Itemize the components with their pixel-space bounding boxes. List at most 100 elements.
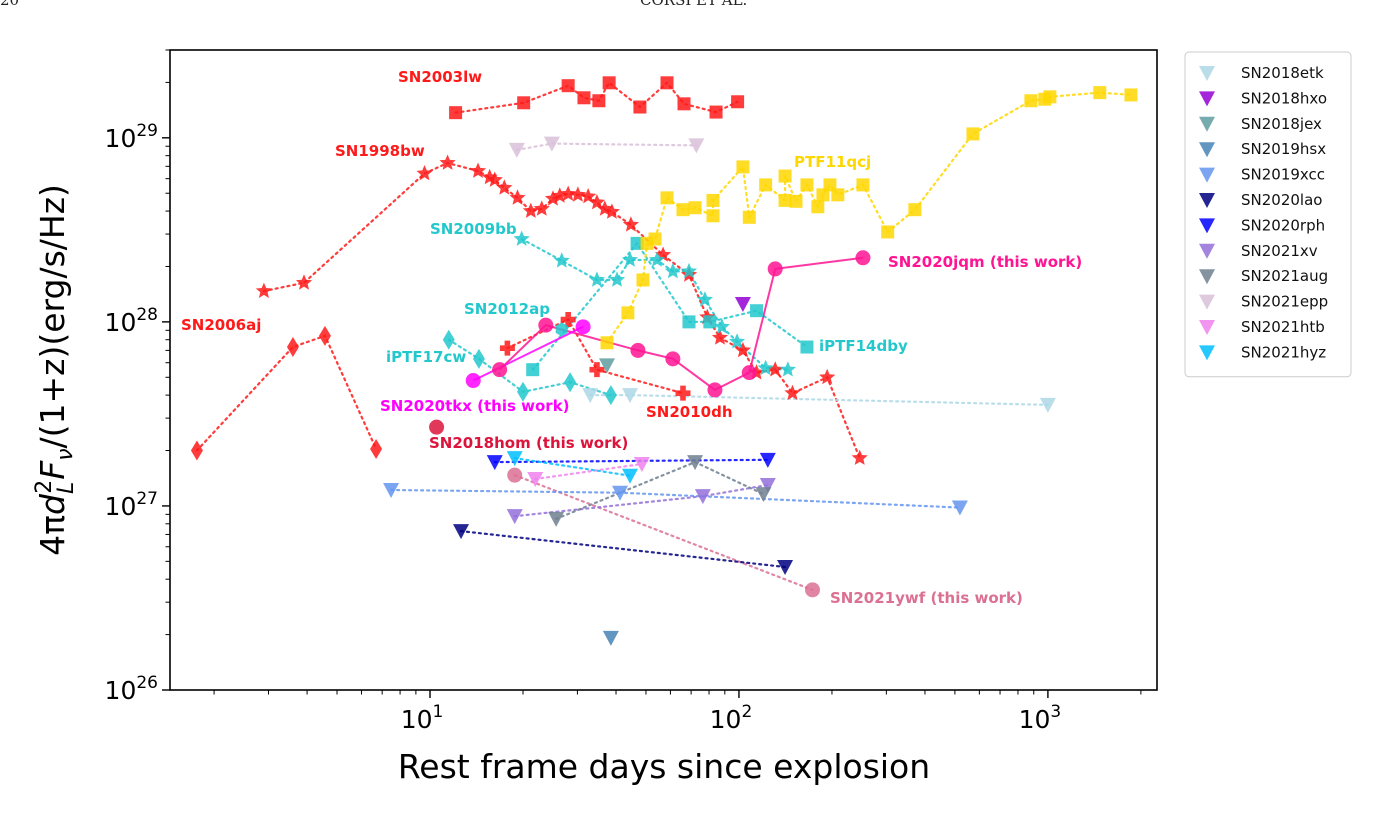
data-point-sn2020jqm	[855, 250, 871, 266]
legend-label: SN2019xcc	[1241, 166, 1325, 184]
data-point-sn2009bb	[757, 359, 774, 376]
x-axis-label: Rest frame days since explosion	[398, 747, 930, 786]
legend-entry-sn2021epp: SN2021epp	[1199, 293, 1328, 311]
data-point-iptf14dby	[750, 304, 764, 318]
y-label-part: 2	[32, 480, 57, 494]
annotation-sn2018hom: SN2018hom (this work)	[429, 434, 628, 452]
annotation-sn1998bw: SN1998bw	[335, 142, 425, 160]
legend-marker-triangle-down-icon	[1199, 218, 1215, 234]
legend-marker-triangle-down-icon	[1199, 116, 1215, 132]
data-point-sn1998bw	[509, 189, 526, 205]
data-point-sn1998bw	[533, 200, 550, 216]
data-point-sn2006aj	[370, 438, 383, 459]
legend-entry-sn2021hyz: SN2021hyz	[1199, 343, 1326, 361]
x-tick-label: 102	[710, 702, 753, 734]
data-point-sn2018etk	[1039, 397, 1056, 413]
data-point-sn2009bb	[680, 262, 698, 279]
data-point-sn2021xv	[759, 477, 776, 493]
data-point-sn2020rph	[759, 452, 776, 468]
series-line-sn2020jqm	[498, 256, 864, 392]
x-tick-exp: 1	[433, 702, 444, 722]
data-point-ptf11qcj	[742, 210, 756, 224]
annotation-sn2021ywf: SN2021ywf (this work)	[830, 589, 1023, 607]
data-point-ptf11qcj	[778, 193, 792, 207]
data-point-sn2018etk	[622, 388, 639, 404]
data-point-sn2019xcc	[951, 500, 968, 516]
y-tick-label: 1027	[105, 489, 158, 521]
data-point-ptf11qcj	[856, 178, 870, 192]
legend-marker-triangle-down-icon	[1199, 269, 1215, 285]
data-point-sn2003lw	[577, 91, 591, 105]
legend-label: SN2021htb	[1241, 318, 1325, 336]
legend-entry-sn2020lao: SN2020lao	[1199, 191, 1322, 209]
data-point-sn1998bw	[255, 282, 272, 298]
data-point-iptf14dby	[630, 236, 644, 250]
annotation-sn2003lw: SN2003lw	[398, 68, 482, 86]
data-point-sn2019hsx	[602, 630, 619, 646]
data-point-sn2009bb	[513, 230, 530, 246]
data-point-sn2009bb	[553, 252, 570, 268]
y-label-part: 4π	[33, 515, 72, 556]
y-tick-base: 10	[105, 676, 137, 705]
data-point-sn2020jqm	[630, 342, 646, 358]
series-line-sn2021htb	[534, 462, 644, 481]
legend-marker-triangle-down-icon	[1199, 142, 1215, 158]
data-point-sn1998bw	[560, 185, 577, 201]
y-label-part: d	[33, 493, 72, 515]
data-point-sn2003lw	[660, 76, 674, 90]
y-tick-exp: 28	[136, 305, 158, 325]
plot-frame	[169, 49, 1158, 691]
data-point-sn1998bw	[469, 162, 487, 178]
legend-marker-triangle-down-icon	[1199, 167, 1215, 183]
data-point-sn1998bw	[439, 154, 456, 170]
legend-label: SN2020lao	[1241, 191, 1322, 209]
data-point-sn2020tkx	[575, 319, 591, 335]
annotation-iptf17cw: iPTF17cw	[386, 348, 466, 366]
data-point-iptf14dby	[703, 315, 717, 329]
data-point-sn1998bw	[569, 186, 586, 202]
legend-entry-sn2019hsx: SN2019hsx	[1199, 140, 1326, 158]
series-markers	[190, 76, 1138, 646]
data-point-sn2009bb	[648, 251, 666, 267]
data-point-sn2020lao	[453, 524, 470, 540]
data-point-sn2021epp	[508, 142, 525, 158]
data-point-sn2009bb	[664, 262, 681, 279]
data-point-iptf17cw	[517, 381, 530, 402]
data-point-sn2021aug	[755, 487, 772, 503]
data-point-iptf14dby	[800, 340, 814, 354]
legend-entry-sn2018etk: SN2018etk	[1199, 64, 1324, 82]
series-line-sn2021epp	[515, 142, 698, 151]
legend-marker-triangle-down-icon	[1199, 193, 1215, 208]
data-point-ptf11qcj	[1024, 94, 1038, 108]
data-point-iptf14dby	[526, 363, 540, 377]
legend-marker-triangle-down-icon	[1199, 320, 1215, 335]
data-point-sn2019xcc	[611, 485, 628, 501]
y-tick-exp: 26	[136, 673, 158, 693]
data-point-iptf17cw	[604, 385, 617, 406]
data-point-sn2019xcc	[383, 483, 400, 499]
series-line-sn2021ywf	[513, 474, 814, 592]
legend-entry-sn2018hxo: SN2018hxo	[1199, 89, 1327, 107]
data-point-sn2020jqm	[707, 382, 723, 398]
data-point-iptf17cw	[442, 329, 455, 350]
data-point-sn2009bb	[713, 318, 730, 334]
series-line-sn2020lao	[459, 529, 787, 569]
data-point-sn1998bw	[522, 202, 539, 218]
data-point-ptf11qcj	[648, 232, 662, 246]
data-point-sn2018jex	[598, 358, 615, 374]
running-title: CORSI ET AL.	[640, 0, 748, 9]
series-line-sn2021hyz	[513, 457, 632, 477]
data-point-sn2009bb	[729, 333, 746, 349]
data-point-sn2006aj	[286, 337, 299, 358]
data-point-sn2021epp	[543, 136, 560, 152]
y-axis-label: 4πdL2Fν/(1+z)(erg/s/Hz)	[32, 184, 79, 556]
series-line-sn2020rph	[493, 458, 769, 464]
series-line-iptf14dby	[531, 241, 809, 371]
x-tick-label: 103	[1019, 702, 1062, 734]
legend-entry-sn2021htb: SN2021htb	[1199, 318, 1325, 336]
legend-label: SN2018jex	[1241, 115, 1322, 133]
data-point-sn1998bw	[784, 384, 801, 400]
data-point-ptf11qcj	[881, 225, 895, 239]
data-point-sn2021ywf	[804, 582, 820, 598]
